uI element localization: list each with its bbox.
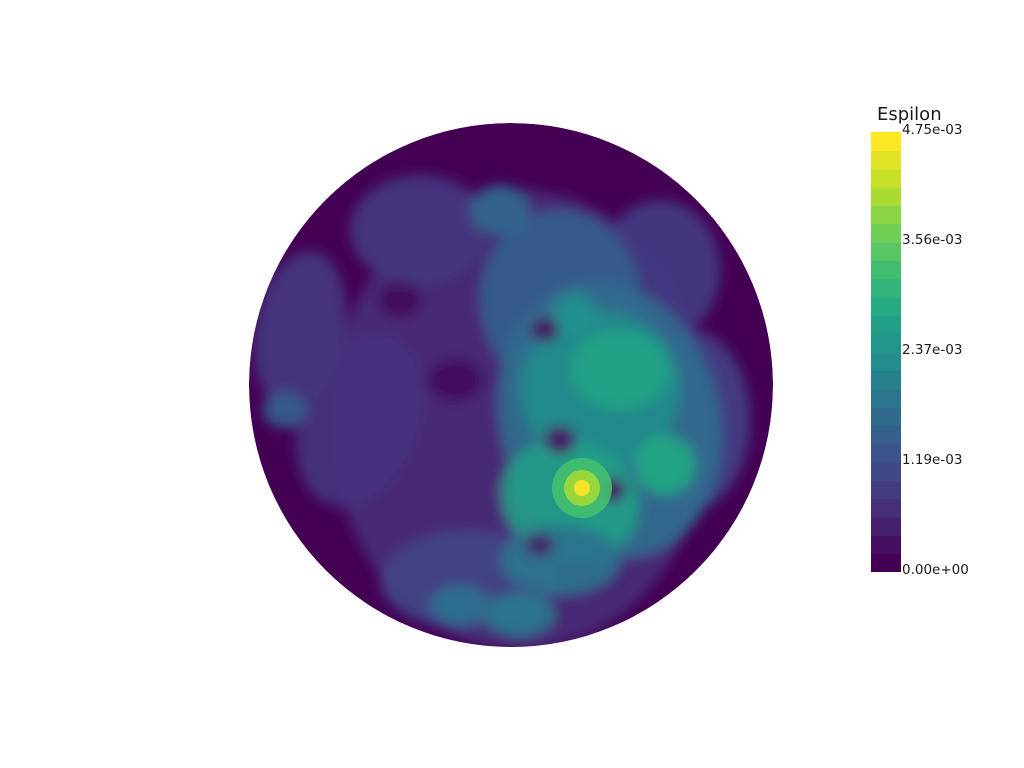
- scalar-bar-band: [871, 315, 901, 335]
- field-region: [427, 358, 483, 402]
- scalar-bar-band: [871, 388, 901, 408]
- scalar-bar-band: [871, 333, 901, 353]
- scalar-bar-band: [871, 425, 901, 445]
- scalar-bar-band: [871, 498, 901, 518]
- field-region: [378, 282, 422, 318]
- field-region: [553, 293, 597, 337]
- field-region: [500, 525, 620, 595]
- field-region: [531, 318, 559, 342]
- disk-field: [249, 123, 773, 647]
- scalar-bar-band: [871, 443, 901, 463]
- scalar-bar-tick-1: 1.19e-03: [902, 452, 963, 468]
- field-region: [430, 585, 490, 625]
- scalar-bar-band: [871, 242, 901, 261]
- field-region: [485, 593, 555, 637]
- scalar-bar-tick-3: 3.56e-03: [902, 232, 963, 248]
- field-blobs: [253, 175, 750, 647]
- scalar-bar-band: [871, 407, 901, 426]
- scalar-bar-tick-min: 0.00e+00: [902, 562, 969, 578]
- scalar-bar-gradient: [871, 132, 901, 572]
- scalar-bar-band: [871, 480, 901, 500]
- field-peaks: [552, 458, 612, 518]
- field-peak: [574, 480, 590, 496]
- scalar-bar-band: [871, 297, 901, 316]
- scalar-bar-band: [871, 260, 901, 280]
- scalar-bar-band: [871, 223, 901, 243]
- scalar-bar-band: [871, 553, 901, 572]
- field-region: [570, 330, 670, 410]
- field-region: [470, 185, 530, 235]
- field-region: [350, 175, 490, 285]
- scalar-bar-band: [871, 462, 901, 481]
- scalar-bar-band: [871, 132, 901, 151]
- field-region: [544, 426, 576, 454]
- field-region: [263, 392, 307, 428]
- scalar-bar-band: [871, 150, 901, 170]
- scalar-bar-band: [871, 517, 901, 536]
- scalar-bar-band: [871, 352, 901, 371]
- field-region: [635, 435, 695, 495]
- scalar-bar-tick-max: 4.75e-03: [902, 122, 963, 138]
- field-region: [295, 332, 425, 508]
- scalar-bar-band: [871, 278, 901, 298]
- scalar-bar: Espilon 4.75e-03 3.56e-03 2.37e-03 1.19e…: [870, 104, 1000, 584]
- scalar-bar-band: [871, 187, 901, 206]
- scalar-bar-title: Espilon: [877, 104, 942, 125]
- field-region: [526, 535, 554, 555]
- scalar-bar-band: [871, 205, 901, 225]
- scalar-bar-band: [871, 370, 901, 390]
- scalar-bar-tick-2: 2.37e-03: [902, 342, 963, 358]
- scalar-bar-band: [871, 535, 901, 555]
- scalar-bar-band: [871, 168, 901, 188]
